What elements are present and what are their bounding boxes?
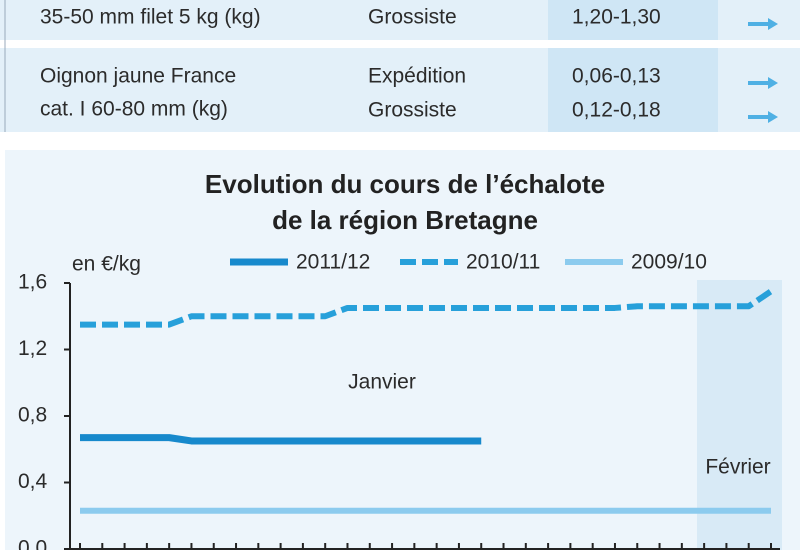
- trend-arrow: [748, 18, 778, 30]
- trend-arrow: [748, 77, 778, 89]
- stage: Grossiste: [368, 99, 457, 122]
- legend-label: 2009/10: [631, 251, 707, 274]
- annotation: Février: [705, 456, 770, 479]
- month-shading: [697, 280, 782, 550]
- y-tick-label: 1,6: [18, 271, 47, 294]
- y-tick-label: 0,0: [18, 537, 47, 550]
- series-line: [80, 288, 773, 328]
- legend-label: 2010/11: [466, 251, 540, 274]
- y-axis-label: en €/kg: [72, 253, 141, 276]
- product-name: 35-50 mm filet 5 kg (kg): [40, 6, 261, 29]
- price: 1,20-1,30: [572, 6, 661, 29]
- chart-title: Evolution du cours de l’échalote: [205, 169, 605, 199]
- stage: Grossiste: [368, 6, 457, 29]
- chart-panel: [5, 150, 800, 550]
- product-name: Oignon jaune France: [40, 65, 236, 88]
- stage: Expédition: [368, 65, 466, 88]
- price: 0,12-0,18: [572, 99, 661, 122]
- chart-title: de la région Bretagne: [272, 205, 538, 235]
- y-tick-label: 1,2: [18, 337, 47, 360]
- y-tick-label: 0,4: [18, 470, 48, 493]
- series-line: [80, 434, 482, 445]
- product-name: cat. I 60-80 mm (kg): [40, 98, 228, 121]
- price-column: [548, 0, 718, 132]
- legend-label: 2011/12: [296, 251, 370, 274]
- trend-arrow: [748, 111, 778, 123]
- annotation: Janvier: [348, 371, 416, 394]
- row-separator: [0, 40, 800, 48]
- price: 0,06-0,13: [572, 65, 661, 88]
- y-tick-label: 0,8: [18, 404, 47, 427]
